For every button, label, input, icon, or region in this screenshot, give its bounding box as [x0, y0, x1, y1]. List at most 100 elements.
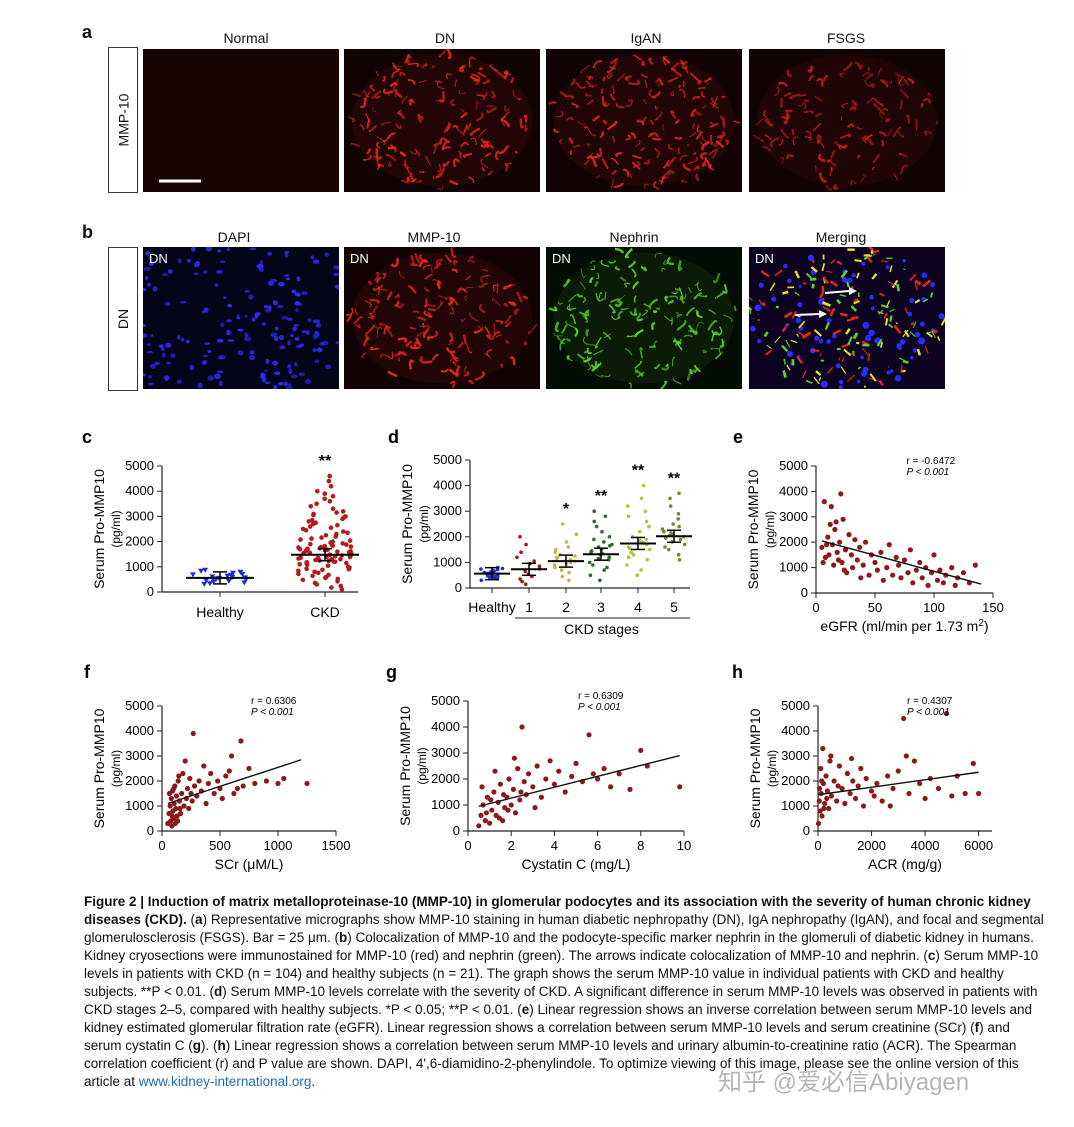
data-point — [562, 789, 568, 795]
panel-a-col-normal: Normal — [223, 30, 269, 46]
data-point — [181, 803, 187, 809]
data-point — [320, 567, 325, 573]
stain-fiber — [375, 148, 383, 160]
stain-fiber — [463, 371, 470, 377]
stain-fiber — [780, 129, 790, 140]
data-point — [175, 778, 181, 784]
nucleus — [278, 334, 285, 341]
stain-fiber — [845, 328, 851, 335]
nucleus — [217, 338, 224, 343]
data-point — [669, 531, 673, 535]
stain-fiber — [879, 341, 884, 348]
stain-fiber — [571, 102, 579, 109]
data-point — [530, 784, 536, 790]
stain-fiber — [616, 73, 626, 82]
stain-fiber — [590, 265, 595, 271]
stain-fiber — [633, 295, 637, 303]
nucleus — [293, 324, 299, 327]
stain-fiber — [696, 124, 701, 133]
data-point — [201, 763, 207, 769]
panel-g-letter: g — [386, 662, 397, 682]
nucleus — [165, 342, 172, 348]
data-point — [676, 517, 680, 521]
stain-fiber — [363, 336, 370, 347]
stain-fiber — [678, 287, 684, 299]
stain-fiber — [867, 353, 871, 362]
stain-fiber — [382, 273, 387, 280]
panel-g-yunit: (pg/ml) — [415, 747, 429, 784]
stain-fiber — [782, 370, 787, 378]
data-point — [479, 578, 484, 583]
stain-fiber — [808, 74, 815, 82]
stain-fiber — [427, 303, 436, 307]
data-point — [339, 587, 345, 592]
stain-fiber — [451, 268, 458, 274]
panel-a-col-dn: DN — [434, 30, 456, 46]
data-point — [587, 560, 592, 565]
stain-fiber — [602, 102, 607, 107]
caption-e: ) Linear regression shows an inverse cor… — [84, 1002, 1033, 1035]
stain-fiber — [722, 283, 728, 294]
stain-fiber — [886, 300, 891, 307]
stain-fiber — [512, 90, 520, 100]
stain-fiber — [366, 118, 370, 129]
stain-fiber — [909, 273, 917, 282]
nucleus — [862, 321, 870, 329]
data-point — [627, 786, 633, 793]
data-point — [868, 788, 875, 794]
nucleus — [757, 339, 762, 344]
data-point — [586, 732, 592, 738]
stain-fiber — [644, 79, 648, 88]
stain-fiber — [598, 292, 603, 301]
panel-f-ytick-label: 5000 — [125, 698, 154, 713]
stain-fiber — [350, 142, 360, 148]
nucleus — [203, 270, 208, 274]
stain-fiber — [733, 305, 737, 312]
stain-fiber — [389, 82, 399, 88]
nucleus — [843, 278, 848, 282]
nucleus — [288, 368, 293, 375]
journal-link[interactable]: www.kidney-international.org — [138, 1074, 312, 1089]
stain-fiber — [678, 60, 689, 65]
data-point — [835, 783, 841, 789]
data-point — [224, 573, 231, 579]
stain-fiber — [670, 90, 674, 97]
nucleus — [861, 261, 866, 266]
data-point — [602, 568, 606, 572]
panel-d-ytick-label: 2000 — [433, 529, 462, 544]
stain-fiber — [372, 107, 377, 112]
stain-fiber — [600, 130, 605, 136]
stain-fiber — [449, 180, 459, 186]
stain-fiber — [643, 183, 649, 190]
stain-fiber — [606, 72, 613, 80]
data-point — [515, 555, 519, 560]
stain-fiber — [467, 259, 476, 263]
stain-fiber — [480, 274, 490, 284]
data-point — [226, 768, 232, 774]
nucleus — [226, 319, 232, 323]
stain-fiber — [701, 158, 708, 167]
data-point — [478, 812, 484, 819]
stain-fiber — [802, 370, 807, 379]
stain-fiber — [406, 176, 410, 183]
stain-fiber — [408, 99, 415, 104]
stain-fiber — [662, 124, 665, 131]
stain-fiber — [821, 263, 826, 272]
stain-fiber — [446, 73, 452, 79]
nucleus — [304, 379, 312, 385]
nucleus — [295, 344, 303, 349]
stain-fiber — [408, 359, 415, 370]
data-point — [560, 522, 565, 526]
stain-fiber — [819, 172, 827, 183]
stain-fiber — [749, 306, 752, 311]
stain-fiber — [586, 355, 593, 360]
data-point — [496, 815, 502, 821]
stain-fiber — [398, 351, 408, 357]
panel-e-r-value: r = -0.6472 — [907, 456, 956, 467]
stain-fiber — [654, 105, 658, 110]
stain-fiber — [902, 329, 909, 338]
stain-fiber — [431, 65, 435, 69]
stain-fiber — [394, 300, 400, 307]
nucleus — [146, 282, 151, 287]
data-point — [518, 789, 524, 795]
